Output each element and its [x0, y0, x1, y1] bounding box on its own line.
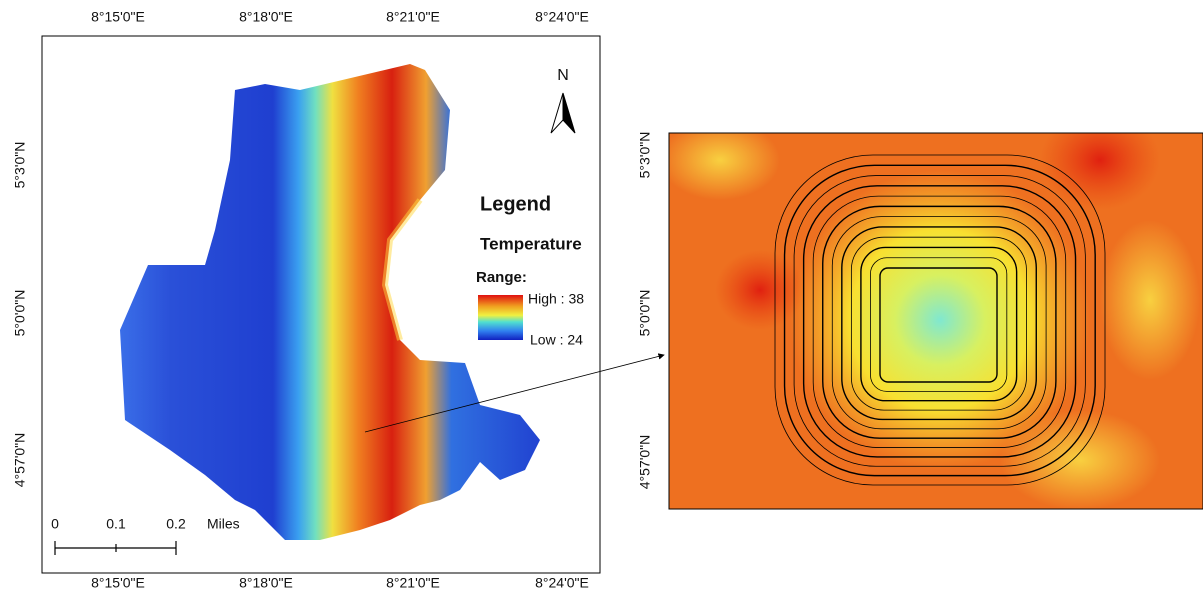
inset-axis-label: 5°0'0"N	[637, 290, 653, 337]
north-label: N	[557, 67, 569, 84]
legend-title: Legend	[480, 193, 551, 215]
inset-axis-label: 5°3'0"N	[637, 132, 653, 179]
legend-low: Low : 24	[530, 332, 583, 348]
legend-high: High : 38	[528, 291, 584, 307]
legend-range-label: Range:	[476, 269, 527, 286]
top-axis-label: 8°24'0"E	[535, 9, 589, 25]
scale-label: 0	[51, 516, 59, 532]
scale-label: 0.2	[166, 516, 186, 532]
legend-ramp	[478, 295, 523, 340]
left-axis-label: 4°57'0"N	[12, 433, 28, 488]
bottom-axis-label: 8°24'0"E	[535, 575, 589, 591]
top-axis-label: 8°18'0"E	[239, 9, 293, 25]
top-axis-label: 8°21'0"E	[386, 9, 440, 25]
top-axis-label: 8°15'0"E	[91, 9, 145, 25]
bottom-axis-label: 8°18'0"E	[239, 575, 293, 591]
left-axis-label: 5°0'0"N	[12, 290, 28, 337]
left-axis-label: 5°3'0"N	[12, 142, 28, 189]
scale-unit: Miles	[207, 516, 240, 532]
inset-raster	[660, 110, 1203, 510]
inset-axis-label: 4°57'0"N	[637, 435, 653, 490]
bottom-axis-label: 8°15'0"E	[91, 575, 145, 591]
scale-label: 0.1	[106, 516, 126, 532]
bottom-axis-label: 8°21'0"E	[386, 575, 440, 591]
legend-subtitle: Temperature	[480, 234, 582, 253]
map-figure: N Legend Temperature Range: High : 38 Lo…	[0, 0, 1203, 592]
